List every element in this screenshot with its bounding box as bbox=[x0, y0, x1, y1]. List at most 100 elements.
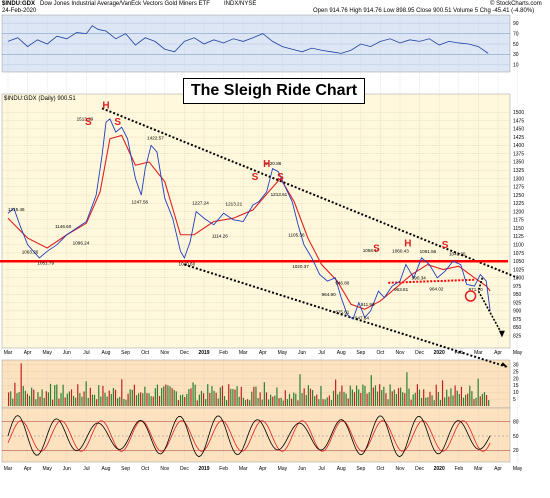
price-label: 964.02 bbox=[429, 287, 443, 292]
volume-bar bbox=[16, 393, 18, 406]
price-label: 1041.95 bbox=[449, 252, 466, 257]
volume-bar bbox=[202, 393, 205, 406]
volume-bar bbox=[93, 394, 96, 406]
volume-bar bbox=[253, 386, 255, 406]
channel-arrowhead bbox=[500, 362, 508, 368]
head-shoulders-label: H bbox=[102, 100, 109, 111]
chart-date: 24-Feb-2020 bbox=[2, 8, 37, 14]
volume-bar bbox=[437, 392, 439, 406]
main-title: The Sleigh Ride Chart bbox=[183, 78, 365, 104]
volume-bar bbox=[72, 395, 75, 406]
rsi-line bbox=[7, 25, 489, 54]
volume-bar bbox=[169, 386, 171, 406]
volume-bar bbox=[20, 363, 22, 406]
x-tick-label: Nov bbox=[160, 350, 169, 356]
x-tick-label: Sep bbox=[356, 350, 365, 356]
volume-bar bbox=[198, 394, 200, 406]
x-tick-label: Apr bbox=[494, 466, 502, 472]
x-tick-label: Mar bbox=[4, 350, 13, 356]
volume-bar bbox=[246, 399, 249, 406]
x-tick-label: Apr bbox=[494, 350, 502, 356]
volume-bar bbox=[291, 398, 293, 406]
volume-bar bbox=[431, 395, 433, 406]
volume-bar bbox=[196, 400, 198, 406]
rsi-tick-label: 30 bbox=[513, 52, 519, 58]
volume-bar bbox=[37, 392, 39, 406]
volume-bar bbox=[383, 386, 385, 406]
y-tick-label: 1400 bbox=[513, 143, 524, 149]
volume-bar bbox=[316, 394, 318, 406]
volume-bar bbox=[416, 384, 418, 406]
price-label: 1213.21 bbox=[226, 202, 243, 207]
volume-bar bbox=[301, 393, 303, 406]
price-label: 1213.61 bbox=[271, 192, 288, 197]
volume-bar bbox=[77, 384, 79, 406]
volume-bar bbox=[64, 397, 66, 406]
y-tick-label: 875 bbox=[513, 317, 522, 323]
volume-bar bbox=[240, 386, 242, 406]
head-shoulders-label: S bbox=[277, 172, 284, 183]
chart-quote: Open 914.76 High 914.76 Low 898.95 Close… bbox=[313, 8, 535, 14]
volume-bar bbox=[87, 397, 89, 406]
volume-bar bbox=[175, 391, 177, 406]
y-tick-label: 1450 bbox=[513, 127, 524, 133]
stochastic-tick-label: 80 bbox=[513, 419, 519, 425]
volume-bar bbox=[265, 392, 268, 406]
volume-bar bbox=[79, 393, 81, 406]
x-tick-label: Sep bbox=[121, 350, 130, 356]
volume-bar bbox=[173, 389, 175, 406]
volume-bar bbox=[96, 399, 98, 406]
volume-bar bbox=[307, 385, 309, 406]
volume-bar bbox=[366, 393, 368, 406]
head-shoulders-label: H bbox=[404, 238, 411, 249]
x-tick-label: Apr bbox=[24, 350, 32, 356]
chart-description: Dow Jones Industrial Average/VanEck Vect… bbox=[40, 1, 210, 7]
volume-bar bbox=[223, 396, 226, 406]
x-tick-label: 2020 bbox=[434, 466, 445, 472]
volume-bar bbox=[393, 389, 395, 406]
volume-bar bbox=[441, 380, 444, 406]
volume-bar bbox=[368, 392, 370, 406]
x-tick-label: Sep bbox=[356, 466, 365, 472]
volume-bar bbox=[425, 397, 427, 406]
volume-bar bbox=[249, 400, 251, 406]
volume-bar bbox=[211, 386, 213, 406]
stochastic-tick-label: 20 bbox=[513, 448, 519, 454]
y-tick-label: 1125 bbox=[513, 234, 524, 240]
x-tick-label: Dec bbox=[415, 466, 424, 472]
x-tick-label: Feb bbox=[219, 466, 228, 472]
volume-tick-label: 5 bbox=[513, 397, 516, 403]
volume-bar bbox=[488, 400, 490, 406]
volume-bar bbox=[360, 392, 362, 406]
y-tick-label: 1150 bbox=[513, 226, 524, 232]
volume-bar bbox=[114, 389, 117, 406]
volume-bar bbox=[362, 384, 364, 406]
volume-bar bbox=[397, 388, 400, 406]
volume-bar bbox=[481, 393, 483, 406]
volume-bar bbox=[179, 395, 182, 406]
volume-bar bbox=[322, 399, 324, 406]
volume-bar bbox=[24, 390, 26, 406]
volume-bar bbox=[458, 393, 460, 406]
volume-bar bbox=[282, 400, 284, 406]
y-tick-label: 1025 bbox=[513, 267, 524, 273]
volume-bar bbox=[62, 384, 64, 406]
volume-tick-label: 30 bbox=[513, 363, 519, 369]
x-tick-label: Aug bbox=[337, 466, 346, 472]
x-tick-label: Oct bbox=[377, 350, 385, 356]
x-tick-label: Aug bbox=[102, 466, 111, 472]
volume-bar bbox=[150, 396, 152, 406]
price-label: 1227.24 bbox=[192, 200, 209, 205]
volume-bar bbox=[244, 399, 247, 406]
x-tick-label: Sep bbox=[121, 466, 130, 472]
y-tick-label: 975 bbox=[513, 284, 522, 290]
volume-bar bbox=[213, 390, 215, 406]
volume-bar bbox=[483, 392, 486, 406]
volume-bar bbox=[439, 399, 442, 406]
x-tick-label: Mar bbox=[239, 350, 248, 356]
volume-bar bbox=[18, 392, 20, 406]
volume-bar bbox=[146, 393, 148, 406]
volume-bar bbox=[288, 393, 291, 406]
volume-bar bbox=[324, 399, 326, 406]
volume-bar bbox=[108, 390, 110, 406]
